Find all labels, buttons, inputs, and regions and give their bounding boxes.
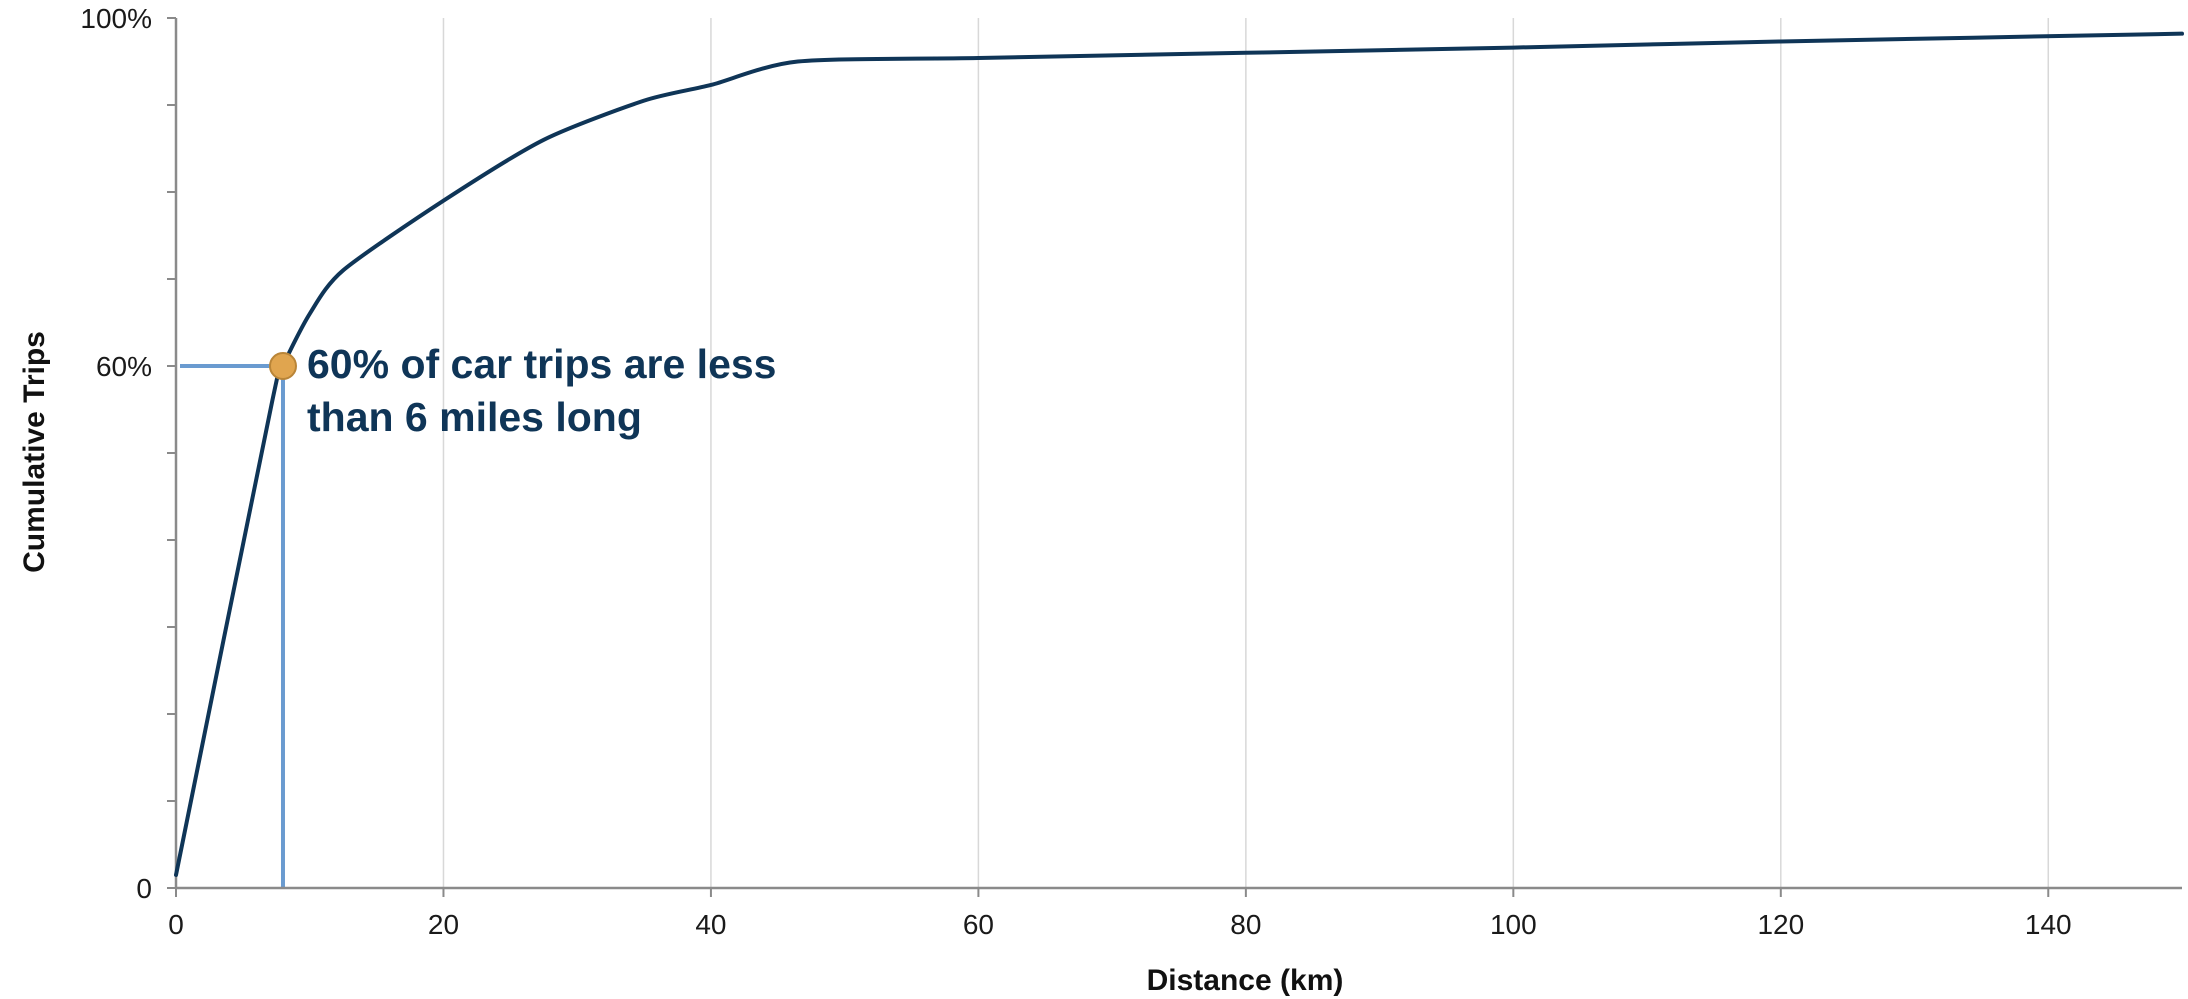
y-tick-label: 60%	[96, 351, 152, 382]
highlight-point-marker	[268, 352, 297, 380]
cumulative-trips-line	[174, 31, 2184, 877]
annotation-line-1: 60% of car trips are less	[307, 341, 776, 387]
annotation-text: 60% of car trips are less than 6 miles l…	[307, 341, 788, 440]
x-tick-label: 140	[2025, 909, 2072, 940]
series-layer	[174, 31, 2184, 877]
tick-labels: 0 20 40 60 80 100 120 140 0 60% 100%	[80, 3, 2071, 940]
x-tick-label: 80	[1230, 909, 1261, 940]
y-tick-label: 0	[136, 873, 152, 904]
x-tick-label: 100	[1490, 909, 1537, 940]
marker-layer	[268, 352, 297, 380]
grid-layer	[442, 18, 2050, 888]
annotation-line-2: than 6 miles long	[307, 394, 642, 440]
highlight-guides	[180, 364, 285, 888]
x-tick-label: 120	[1757, 909, 1804, 940]
y-axis-title: Cumulative Trips	[18, 331, 51, 573]
x-axis-title: Distance (km)	[1147, 964, 1344, 997]
x-tick-label: 20	[428, 909, 459, 940]
x-tick-label: 0	[168, 909, 184, 940]
x-tick-label: 60	[963, 909, 994, 940]
x-tick-label: 40	[695, 909, 726, 940]
axes	[167, 17, 2182, 897]
y-tick-label: 100%	[80, 3, 152, 34]
